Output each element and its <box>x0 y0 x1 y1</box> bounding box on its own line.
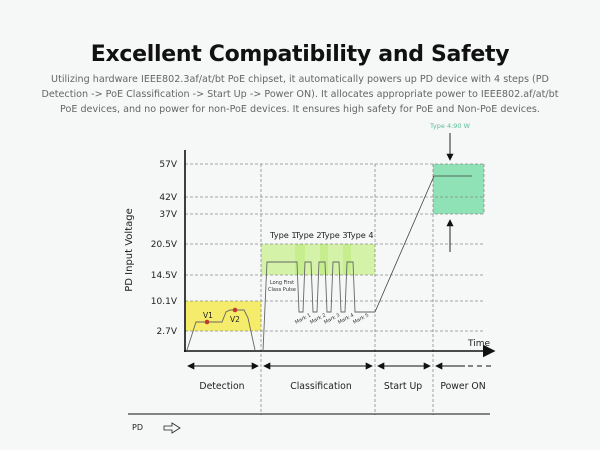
startup-ramp <box>374 175 472 313</box>
y-tick-42v: 42V <box>159 193 177 203</box>
phase-startup-label: Start Up <box>384 381 422 392</box>
detection-band <box>185 301 261 331</box>
mark-5-label: Mark 5 <box>352 312 370 325</box>
classification-band <box>261 244 375 275</box>
page-title: Excellent Compatibility and Safety <box>90 42 510 67</box>
v2-label: V2 <box>230 315 240 324</box>
page-description: Utilizing hardware IEEE802.3af/at/bt PoE… <box>41 74 559 115</box>
y-tick-2-7v: 2.7V <box>157 327 178 337</box>
power-on-band <box>433 164 484 214</box>
phase-poweron-label: Power ON <box>440 381 485 392</box>
phase-dividers <box>260 164 485 415</box>
type-2-label: Type 2 <box>294 230 322 240</box>
pd-label: PD <box>132 423 143 432</box>
type-4-label: Type 4 <box>346 230 374 240</box>
power-annotation: Type 4:90 W <box>429 122 471 130</box>
mark-1-label: Mark 1 <box>294 312 312 325</box>
classification-band-highlight <box>295 244 305 275</box>
x-axis-label: Time <box>467 339 490 349</box>
v2-marker <box>232 307 238 313</box>
long-pulse-label-2: Class Pulse <box>268 287 296 293</box>
classification-band-highlight <box>343 244 351 275</box>
y-tick-57v: 57V <box>159 160 177 170</box>
classification-band-highlight <box>320 244 328 275</box>
y-tick-20-5v: 20.5V <box>151 240 178 250</box>
y-tick-14-5v: 14.5V <box>151 271 178 281</box>
y-axis-label: PD Input Voltage <box>124 208 135 292</box>
v1-marker <box>204 319 210 325</box>
long-pulse-label: Long First <box>270 280 294 286</box>
mark-4-label: Mark 4 <box>337 312 355 325</box>
type-1-label: Type 1 <box>269 230 297 240</box>
y-tick-37v: 37V <box>159 210 177 220</box>
classification-waveform <box>262 261 375 352</box>
detection-waveform <box>186 309 256 351</box>
y-tick-10-1v: 10.1V <box>151 297 178 307</box>
phase-detection-label: Detection <box>199 381 244 392</box>
v1-label: V1 <box>203 311 213 320</box>
type-3-label: Type 3 <box>320 230 348 240</box>
phase-classification-label: Classification <box>290 381 352 392</box>
right-arrow-icon <box>163 422 181 434</box>
